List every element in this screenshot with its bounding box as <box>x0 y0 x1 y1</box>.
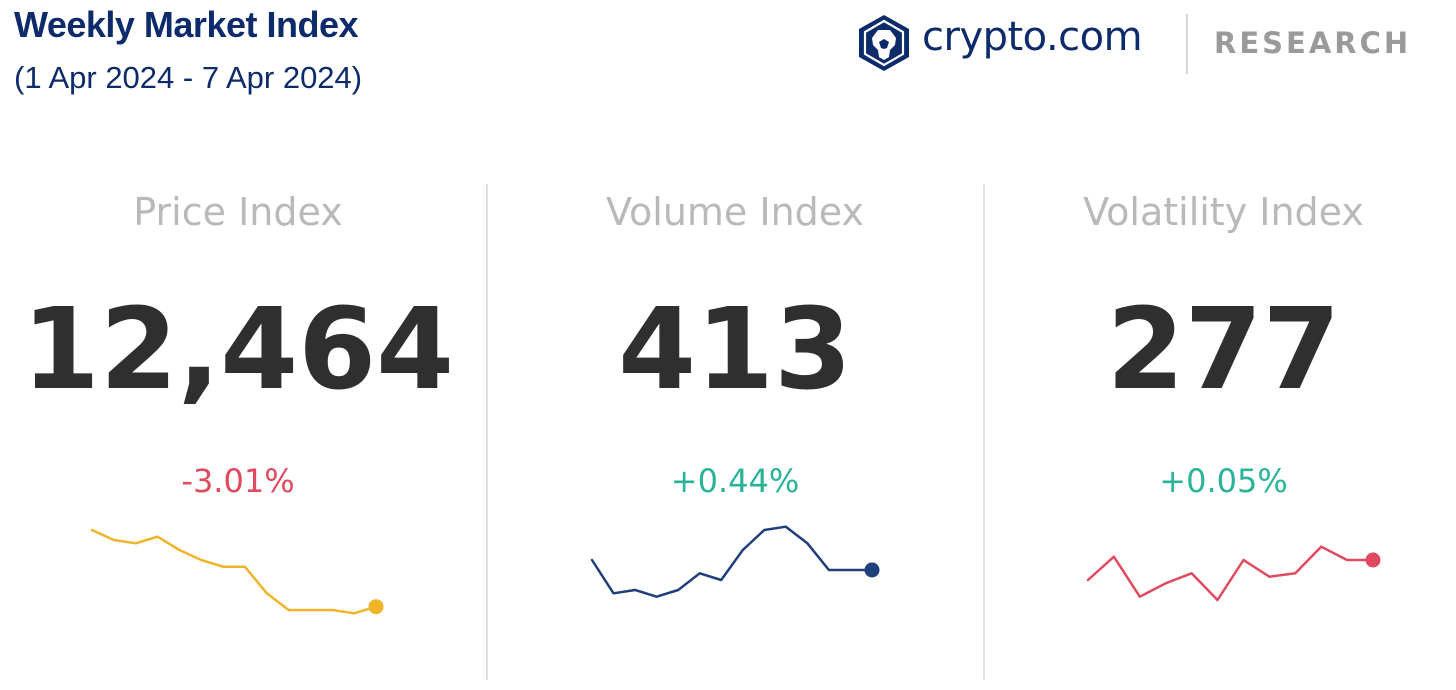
volatility-index-sparkline <box>1086 545 1381 602</box>
volume-index-sparkline <box>590 525 880 598</box>
volume-index-value: 413 <box>618 285 852 415</box>
panel-divider <box>983 184 985 680</box>
volume-index-panel: Volume Index 413 +0.44% <box>494 180 976 630</box>
sparkline-line <box>1086 545 1375 602</box>
volume-index-change: +0.44% <box>670 462 800 500</box>
brand-name: crypto.com <box>922 14 1143 60</box>
price-index-label: Price Index <box>133 190 343 234</box>
crypto-com-lion-icon <box>859 15 909 71</box>
volatility-index-value: 277 <box>1106 285 1341 415</box>
date-range: (1 Apr 2024 - 7 Apr 2024) <box>14 60 363 95</box>
brand-logo: crypto.com RESEARCH <box>858 14 1416 76</box>
volatility-index-panel: Volatility Index 277 +0.05% <box>991 180 1456 630</box>
logo-divider <box>1186 14 1188 74</box>
volatility-index-label: Volatility Index <box>1083 190 1364 234</box>
sparkline-line <box>90 528 378 615</box>
panel-divider <box>486 184 488 680</box>
brand-section: RESEARCH <box>1214 26 1412 60</box>
sparkline-line <box>590 525 874 598</box>
price-index-change: -3.01% <box>181 462 295 500</box>
report-title: Weekly Market Index <box>14 4 359 45</box>
volatility-index-change: +0.05% <box>1159 462 1288 500</box>
sparkline-end-point <box>864 562 880 578</box>
price-index-value: 12,464 <box>21 285 455 415</box>
price-index-panel: Price Index 12,464 -3.01% <box>0 180 476 630</box>
sparkline-end-point <box>368 599 384 615</box>
volume-index-label: Volume Index <box>605 190 865 234</box>
price-index-sparkline <box>90 528 384 615</box>
sparkline-end-point <box>1365 552 1381 568</box>
